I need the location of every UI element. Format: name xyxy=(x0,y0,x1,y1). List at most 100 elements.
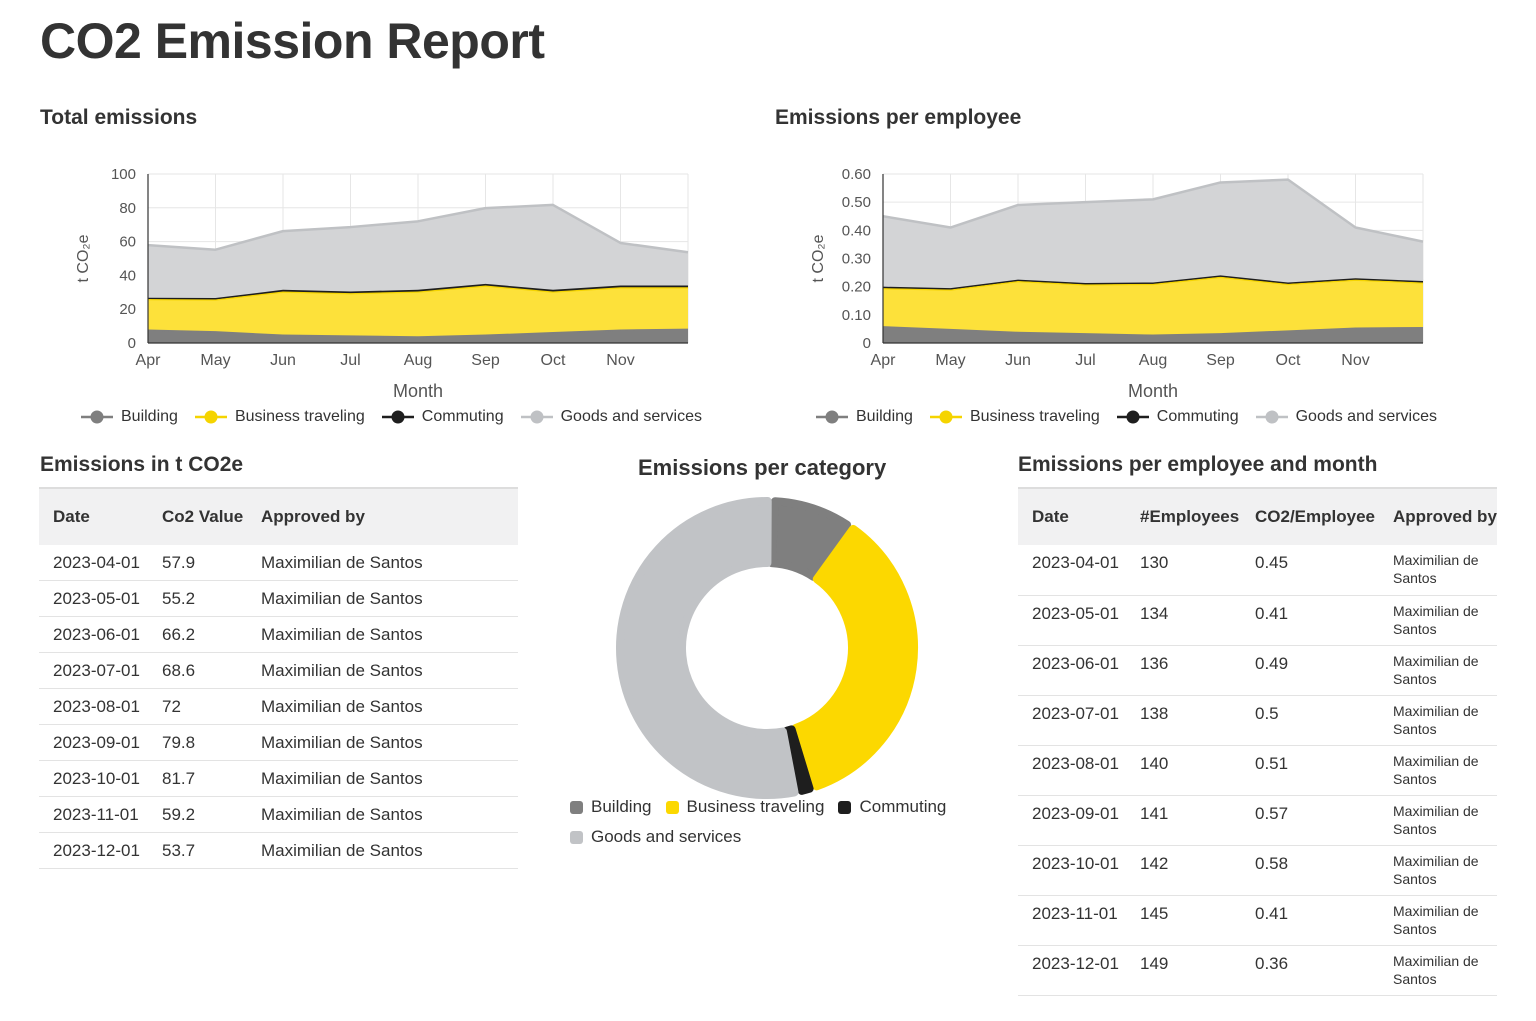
emissions-per-employee-legend: Building Business traveling Commuting Goods… xyxy=(815,408,1453,426)
per-employee-x-tick-label: Apr xyxy=(871,352,897,369)
per-employee-x-axis-title: Month xyxy=(1128,381,1178,401)
legend-label: Business traveling xyxy=(969,408,1100,425)
total-emissions-title: Total emissions xyxy=(40,106,198,129)
per-employee-x-tick-label: May xyxy=(935,352,965,369)
legend-marker-icon xyxy=(1116,410,1149,424)
emissions-table-row[interactable]: 2023-05-01 55.2 Maximilian de Santos xyxy=(39,580,518,617)
employee-table-cell: 0.45 xyxy=(1241,545,1379,596)
emissions-per-category-donut xyxy=(616,497,918,799)
total-y-tick-label: 100 xyxy=(111,166,136,183)
employee-table-row[interactable]: 2023-08-01 140 0.51 Maximilian de Santos xyxy=(1018,745,1497,796)
employee-table-cell: 0.5 xyxy=(1241,695,1379,746)
legend-label: Business traveling xyxy=(234,408,365,425)
employee-table-row[interactable]: 2023-04-01 130 0.45 Maximilian de Santos xyxy=(1018,545,1497,596)
emissions-table-cell: Maximilian de Santos xyxy=(247,724,518,761)
emissions-table-cell: 2023-09-01 xyxy=(39,724,148,761)
emissions-table-header-cell[interactable]: Co2 Value xyxy=(148,487,247,545)
per-employee-legend-item-building[interactable]: Building xyxy=(815,408,913,426)
per-employee-y-axis-title: t CO₂e xyxy=(810,234,827,282)
employee-table-cell: 0.51 xyxy=(1241,745,1379,796)
emissions-table-cell: 2023-04-01 xyxy=(39,545,148,581)
emissions-table-cell: 2023-06-01 xyxy=(39,616,148,653)
donut-title: Emissions per category xyxy=(638,455,887,480)
total-legend-item-goods[interactable]: Goods and services xyxy=(520,408,702,426)
legend-label: Building xyxy=(121,408,178,425)
total-legend-item-building[interactable]: Building xyxy=(80,408,178,426)
per-employee-legend-item-business_traveling[interactable]: Business traveling xyxy=(929,408,1100,426)
emissions-table-cell: 81.7 xyxy=(148,760,247,797)
legend-marker-icon xyxy=(816,410,848,424)
emissions-table-cell: 2023-05-01 xyxy=(39,580,148,617)
total-y-tick-label: 40 xyxy=(119,267,136,284)
employee-table-row[interactable]: 2023-09-01 141 0.57 Maximilian de Santos xyxy=(1018,795,1497,846)
employee-table-cell: 2023-06-01 xyxy=(1018,645,1126,696)
employee-table-row[interactable]: 2023-11-01 145 0.41 Maximilian de Santos xyxy=(1018,895,1497,946)
employee-table-cell: Maximilian de Santos xyxy=(1379,695,1497,746)
emissions-table-cell: 55.2 xyxy=(148,580,247,617)
donut-legend-item-business_traveling[interactable]: Business traveling xyxy=(665,797,824,817)
employee-table-cell: Maximilian de Santos xyxy=(1379,645,1497,696)
emissions-table-row[interactable]: 2023-06-01 66.2 Maximilian de Santos xyxy=(39,616,518,653)
total-legend-item-commuting[interactable]: Commuting xyxy=(381,408,504,426)
emissions-table-row[interactable]: 2023-04-01 57.9 Maximilian de Santos xyxy=(39,545,518,581)
employee-table-row[interactable]: 2023-05-01 134 0.41 Maximilian de Santos xyxy=(1018,595,1497,646)
employee-table-header-cell[interactable]: Date xyxy=(1018,487,1126,545)
per-employee-legend-item-goods[interactable]: Goods and services xyxy=(1255,408,1437,426)
total-x-tick-label: Oct xyxy=(541,352,566,369)
emissions-table-row[interactable]: 2023-09-01 79.8 Maximilian de Santos xyxy=(39,724,518,761)
total-x-axis-title: Month xyxy=(393,381,443,401)
legend-square-icon xyxy=(570,800,583,814)
emissions-table-cell: Maximilian de Santos xyxy=(247,580,518,617)
employee-table-row[interactable]: 2023-10-01 142 0.58 Maximilian de Santos xyxy=(1018,845,1497,896)
employee-table-header-cell[interactable]: CO2/Employee xyxy=(1241,487,1379,545)
emissions-table-cell: Maximilian de Santos xyxy=(247,796,518,833)
emissions-table-cell: Maximilian de Santos xyxy=(247,760,518,797)
employee-table-cell: Maximilian de Santos xyxy=(1379,845,1497,896)
total-emissions-chart: 0 20 40 60 80 100 Apr May Jun Jul Aug Sep Oct Nov Mont… xyxy=(75,166,689,401)
donut-legend-item-commuting[interactable]: Commuting xyxy=(838,797,946,817)
donut-legend-item-building[interactable]: Building xyxy=(570,797,652,817)
donut-slice-building[interactable] xyxy=(767,497,852,581)
emissions-table-row[interactable]: 2023-10-01 81.7 Maximilian de Santos xyxy=(39,760,518,797)
employee-table-header-cell[interactable]: Approved by xyxy=(1379,487,1497,545)
employee-table-row[interactable]: 2023-07-01 138 0.5 Maximilian de Santos xyxy=(1018,695,1497,746)
legend-label: Commuting xyxy=(1156,408,1239,425)
employee-table-cell: Maximilian de Santos xyxy=(1379,945,1497,996)
per-employee-x-tick-label: Sep xyxy=(1206,352,1235,369)
employee-table-cell: Maximilian de Santos xyxy=(1379,745,1497,796)
employee-table-cell: Maximilian de Santos xyxy=(1379,595,1497,646)
donut-slice-commuting[interactable] xyxy=(783,725,814,795)
page-title: CO2 Emission Report xyxy=(40,13,545,69)
donut-legend-item-goods[interactable]: Goods and services xyxy=(570,827,741,847)
per-employee-line-goods xyxy=(882,178,1424,243)
per-employee-x-tick-label: Nov xyxy=(1341,352,1369,369)
employee-table-cell: 138 xyxy=(1126,695,1241,746)
emissions-table-row[interactable]: 2023-08-01 72 Maximilian de Santos xyxy=(39,688,518,725)
donut-slice-goods[interactable] xyxy=(616,497,799,799)
total-x-tick-label: Jun xyxy=(270,352,296,369)
employee-table-row[interactable]: 2023-12-01 149 0.36 Maximilian de Santos xyxy=(1018,945,1497,996)
employee-table-header-cell[interactable]: #Employees xyxy=(1126,487,1241,545)
emissions-table-row[interactable]: 2023-11-01 59.2 Maximilian de Santos xyxy=(39,796,518,833)
emissions-table-cell: Maximilian de Santos xyxy=(247,545,518,581)
emissions-per-employee-chart: 0 0.10 0.20 0.30 0.40 0.50 0.60 Apr May Jun Jul Aug… xyxy=(810,166,1424,401)
legend-label: Building xyxy=(591,797,652,816)
per-employee-y-tick-label: 0 xyxy=(863,335,871,352)
legend-marker-icon xyxy=(381,410,414,424)
emissions-table-header-cell[interactable]: Date xyxy=(39,487,148,545)
employee-table-row[interactable]: 2023-06-01 136 0.49 Maximilian de Santos xyxy=(1018,645,1497,696)
emissions-table-header-cell[interactable]: Approved by xyxy=(247,487,518,545)
emissions-table-header-row: Date Co2 Value Approved by xyxy=(39,487,518,545)
emissions-table-row[interactable]: 2023-12-01 53.7 Maximilian de Santos xyxy=(39,832,518,869)
emissions-table-cell: 72 xyxy=(148,688,247,725)
employee-table-cell: 141 xyxy=(1126,795,1241,846)
per-employee-x-tick-label: Jun xyxy=(1005,352,1031,369)
total-y-tick-label: 60 xyxy=(119,234,136,251)
emissions-table-cell: 2023-08-01 xyxy=(39,688,148,725)
donut-slice-business_traveling[interactable] xyxy=(791,524,918,791)
emissions-table-row[interactable]: 2023-07-01 68.6 Maximilian de Santos xyxy=(39,652,518,689)
employee-table-cell: Maximilian de Santos xyxy=(1379,895,1497,946)
total-legend-item-business_traveling[interactable]: Business traveling xyxy=(194,408,365,426)
emissions-table-cell: Maximilian de Santos xyxy=(247,832,518,869)
per-employee-legend-item-commuting[interactable]: Commuting xyxy=(1116,408,1239,426)
